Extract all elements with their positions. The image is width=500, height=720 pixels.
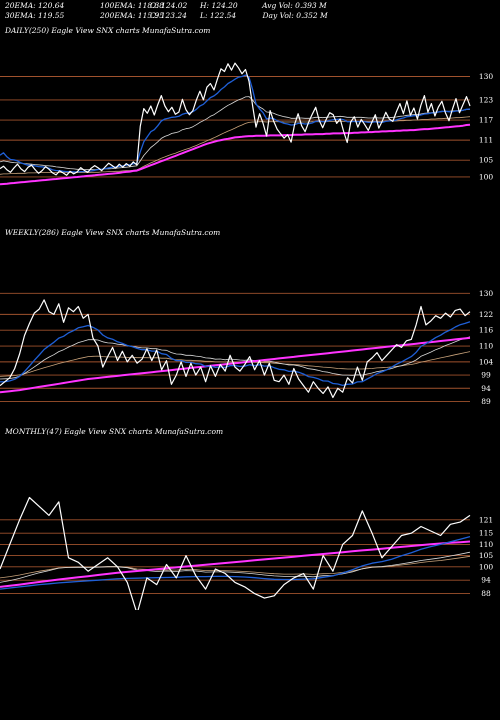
daily-tick-label: 111 [479,136,493,145]
daily-tick-label: 123 [479,95,494,104]
header-ema20: 20EMA: 120.64 [5,1,65,10]
header-low: L: 122.54 Day Vol: 0.352 M [200,11,328,20]
daily-ema-long-line [0,123,471,186]
monthly-price-line [0,496,471,610]
monthly-ema-mid-line [0,551,471,583]
monthly-panel-title: MONTHLY(47) Eagle View SNX charts Munafa… [5,427,224,436]
weekly-tick-label: 122 [479,310,494,319]
daily-tick-label: 100 [479,172,494,181]
weekly-tick-label: 116 [479,326,494,335]
monthly-chart: 121 115 110 105 100 94 88 [0,496,494,610]
weekly-chart: 130 122 116 110 104 99 94 89 [0,289,494,406]
header-low-value: L: 122.54 [200,11,237,20]
weekly-ema-fast-line [0,321,471,387]
daily-tick-label: 130 [479,72,494,81]
header-ema100: 100EMA: 118.38 [100,1,165,10]
daily-tick-label: 105 [479,156,494,165]
header-day-vol: Day Vol: 0.352 M [262,11,328,20]
header-ema200: 200EMA: 115.95 [100,11,165,20]
monthly-tick-label: 110 [479,540,494,549]
monthly-tick-label: 94 [481,576,491,585]
weekly-ema-long-line [0,336,471,394]
monthly-tick-label: 100 [479,562,494,571]
weekly-price-line [0,299,471,399]
daily-panel-title: DAILY(250) Eagle View SNX charts MunafaS… [5,26,211,35]
monthly-tick-label: 88 [481,589,491,598]
monthly-ema-fast-line [0,535,471,590]
weekly-tick-label: 110 [479,342,494,351]
header-open: O: 124.02 [150,1,188,10]
monthly-tick-label: 121 [479,515,493,524]
monthly-tick-label: 115 [479,529,494,538]
daily-tick-label: 117 [479,116,494,125]
header-high-value: H: 124.20 [200,1,238,10]
weekly-tick-label: 104 [479,357,494,366]
weekly-tick-label: 89 [481,397,491,406]
monthly-tick-label: 105 [479,551,494,560]
weekly-tick-label: 130 [479,289,494,298]
header-ema30: 30EMA: 119.55 [5,11,65,20]
daily-chart: 130 123 117 111 105 100 [0,62,494,186]
header-avg-vol: Avg Vol: 0.393 M [262,1,327,10]
header-high: H: 124.20 Avg Vol: 0.393 M [200,1,327,10]
daily-ema-mid-line [0,96,471,171]
weekly-ema-mid-line [0,336,471,380]
daily-ema-slow-line [0,116,471,175]
daily-ema-fast-line [0,74,471,173]
monthly-ema-long-line [0,540,471,588]
header-close: C: 123.24 [150,11,187,20]
weekly-tick-label: 99 [481,371,491,380]
daily-price-line [0,62,471,176]
weekly-tick-label: 94 [481,384,491,393]
weekly-panel-title: WEEKLY(286) Eagle View SNX charts Munafa… [5,228,221,237]
